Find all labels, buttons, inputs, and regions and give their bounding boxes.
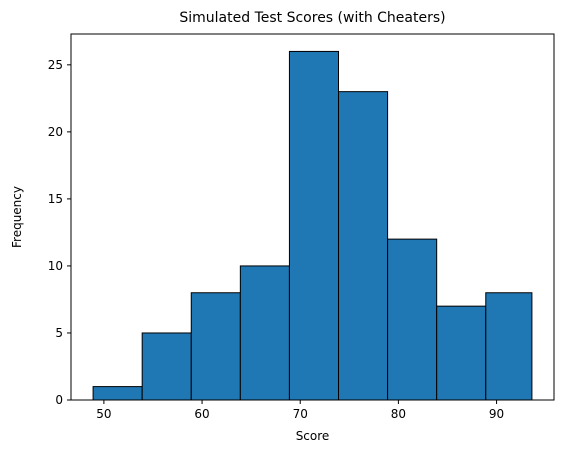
x-tick-label: 90: [489, 407, 504, 421]
histogram-bar: [92, 386, 143, 401]
histogram-bar: [239, 265, 290, 401]
y-tick-label: 25: [48, 58, 63, 72]
x-tick-label: 70: [293, 407, 308, 421]
histogram-bar: [436, 305, 487, 401]
x-tick-label: 50: [96, 407, 111, 421]
bars-group: [92, 50, 533, 401]
histogram-bar: [190, 292, 241, 401]
x-axis-ticks: 50 60 70 80 90: [96, 400, 504, 421]
y-tick-label: 20: [48, 125, 63, 139]
x-tick-label: 60: [194, 407, 209, 421]
plot-frame: [70, 33, 555, 401]
y-tick-label: 0: [55, 393, 63, 407]
histogram-bar: [485, 292, 533, 401]
y-tick-label: 15: [48, 192, 63, 206]
y-axis-ticks: 0 5 10 15 20 25: [48, 58, 71, 407]
y-tick-label: 10: [48, 259, 63, 273]
histogram-bar: [338, 91, 389, 401]
histogram-bar: [288, 50, 340, 401]
histogram-bar: [141, 332, 192, 401]
chart-title: Simulated Test Scores (with Cheaters): [179, 10, 445, 26]
histogram-bar: [387, 238, 438, 401]
x-axis-label: Score: [296, 429, 330, 443]
y-axis-label: Frequency: [10, 186, 24, 248]
x-tick-label: 80: [391, 407, 406, 421]
y-tick-label: 5: [55, 326, 63, 340]
